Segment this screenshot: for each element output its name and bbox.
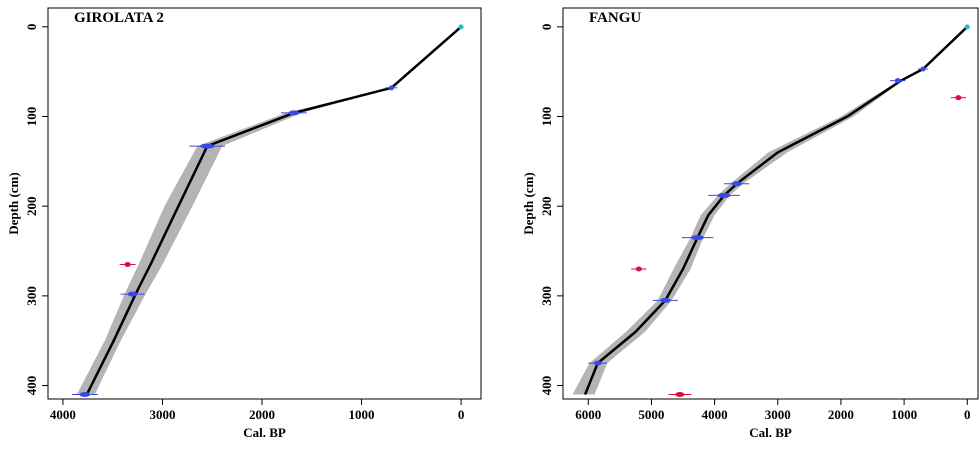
date-point [955,95,962,101]
panel: 6000 5000 4000 3000 2000 1000 0 0 100 200 300 400 FA… [521,7,979,440]
median-line [85,25,462,396]
uncertainty-band [76,26,462,395]
y-tick-label: 100 [24,107,39,127]
date-point [124,261,131,267]
date-point [127,291,138,297]
y-axis-label: Depth (cm) [6,172,21,234]
y-tick-label: 400 [24,376,39,396]
x-tick-label: 1000 [891,407,917,422]
chart-title: FANGU [589,10,641,26]
x-tick-label: 6000 [575,407,601,422]
date-point [388,85,394,91]
uncertainty-band [572,26,968,395]
y-axis-label: Depth (cm) [521,172,536,234]
x-axis-label: Cal. BP [749,425,792,440]
x-tick-label: 4000 [702,407,728,422]
date-point [731,181,742,187]
date-point [635,266,642,272]
date-point [920,66,926,72]
y-tick-label: 400 [539,376,554,396]
y-tick-label: 300 [539,286,554,306]
date-point [593,360,602,366]
x-tick-label: 0 [458,407,465,422]
x-tick-label: 0 [964,407,971,422]
y-tick-label: 200 [24,196,39,216]
panel: 4000 3000 2000 1000 0 0 100 200 300 400 GIROLATA 2… [6,7,482,440]
plot-frame [47,7,482,400]
x-tick-label: 5000 [638,407,664,422]
date-point [200,143,215,149]
date-point [675,392,685,398]
chart-title: GIROLATA 2 [74,10,164,26]
x-tick-label: 4000 [50,407,76,422]
plot-frame [562,7,979,400]
x-tick-label: 3000 [765,407,791,422]
y-tick-label: 300 [24,286,39,306]
median-line [583,25,969,395]
x-tick-label: 2000 [249,407,275,422]
x-axis-label: Cal. BP [243,425,286,440]
x-tick-label: 2000 [828,407,854,422]
x-tick-label: 1000 [349,407,375,422]
y-tick-label: 0 [539,24,554,31]
date-point [717,192,731,198]
y-tick-label: 100 [539,107,554,127]
date-point [660,297,671,303]
x-tick-label: 3000 [149,407,175,422]
date-point [79,392,91,398]
y-tick-label: 0 [24,24,39,31]
date-point [691,235,704,241]
date-point [288,110,300,116]
date-point [964,24,970,30]
date-point [458,24,464,30]
y-tick-label: 200 [539,196,554,216]
date-point [894,78,901,84]
